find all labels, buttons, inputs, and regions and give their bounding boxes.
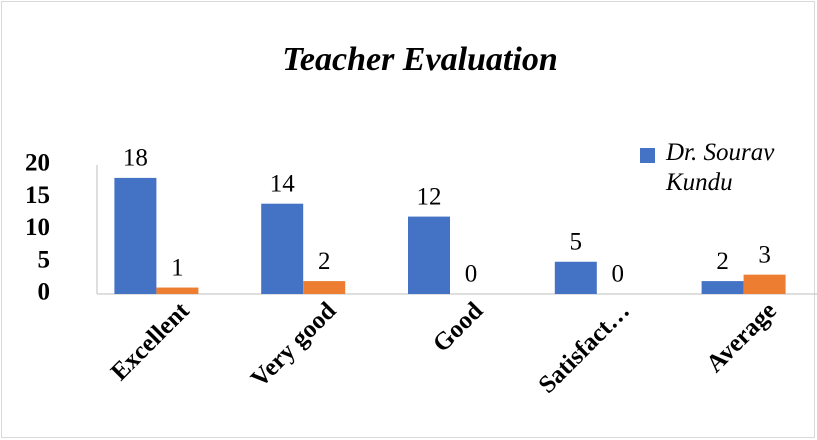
value-label: 18 bbox=[123, 145, 148, 172]
legend-swatch bbox=[640, 148, 655, 163]
legend-label: Dr. Sourav Kundu bbox=[666, 139, 775, 196]
value-label: 2 bbox=[716, 248, 729, 275]
value-label: 5 bbox=[570, 228, 583, 255]
bar bbox=[114, 177, 157, 294]
bar bbox=[701, 281, 744, 294]
x-tick-label: Excellent bbox=[106, 297, 195, 386]
y-tick-label: 10 bbox=[25, 214, 50, 241]
x-tick-label: Satisfact… bbox=[534, 297, 636, 399]
y-tick-label: 20 bbox=[25, 150, 50, 177]
bar bbox=[408, 216, 450, 294]
chart-title: Teacher Evaluation bbox=[282, 41, 558, 78]
value-label: 2 bbox=[318, 248, 331, 275]
y-tick-label: 0 bbox=[38, 279, 51, 306]
value-label: 14 bbox=[270, 170, 296, 197]
bar bbox=[156, 287, 199, 294]
value-label: 0 bbox=[612, 261, 625, 288]
x-tick-label: Average bbox=[701, 297, 782, 378]
bar bbox=[303, 281, 346, 294]
y-tick-label: 5 bbox=[38, 246, 51, 273]
legend-item: Dr. Sourav Kundu bbox=[640, 138, 800, 198]
bar bbox=[554, 261, 597, 294]
value-label: 12 bbox=[417, 183, 442, 210]
value-label: 0 bbox=[465, 261, 478, 288]
bar bbox=[743, 274, 786, 294]
x-tick-label: Very good bbox=[246, 297, 342, 393]
y-tick-label: 15 bbox=[25, 182, 50, 209]
value-label: 3 bbox=[758, 241, 771, 268]
x-tick-label: Good bbox=[428, 297, 488, 357]
value-label: 1 bbox=[171, 254, 184, 281]
bar bbox=[261, 203, 304, 294]
legend: Dr. Sourav Kundu bbox=[640, 138, 800, 198]
